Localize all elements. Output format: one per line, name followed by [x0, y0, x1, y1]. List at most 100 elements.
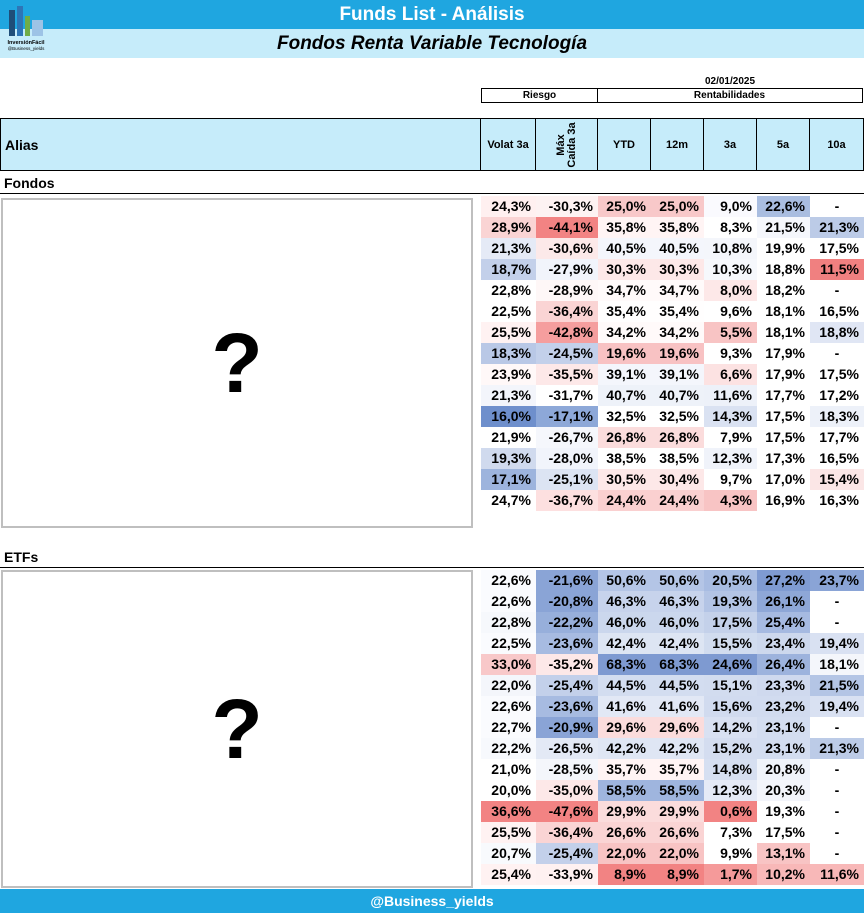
cell-5a: 18,2% [757, 280, 810, 301]
cell-caida: -35,0% [536, 780, 598, 801]
table-row: 22,5% -23,6% 42,4% 42,4% 15,5% 23,4% 19,4% [481, 633, 864, 654]
cell-volat: 16,0% [481, 406, 536, 427]
page-title: Funds List - Análisis [339, 4, 525, 25]
cell-ytd: 44,5% [598, 675, 651, 696]
cell-12m: 39,1% [651, 364, 704, 385]
cell-3a: 9,9% [704, 843, 757, 864]
table-row: 22,6% -20,8% 46,3% 46,3% 19,3% 26,1% - [481, 591, 864, 612]
cell-volat: 20,0% [481, 780, 536, 801]
report-date: 02/01/2025 [704, 76, 756, 87]
cell-12m: 40,7% [651, 385, 704, 406]
cell-volat: 21,9% [481, 427, 536, 448]
col-header-volat: Volat 3a [481, 118, 536, 171]
table-row: 20,0% -35,0% 58,5% 58,5% 12,3% 20,3% - [481, 780, 864, 801]
table-row: 16,0% -17,1% 32,5% 32,5% 14,3% 17,5% 18,3% [481, 406, 864, 427]
cell-caida: -28,5% [536, 759, 598, 780]
cell-ytd: 42,2% [598, 738, 651, 759]
footer-handle: @Business_yields [370, 893, 494, 909]
cell-3a: 20,5% [704, 570, 757, 591]
cell-ytd: 30,3% [598, 259, 651, 280]
cell-5a: 19,9% [757, 238, 810, 259]
col-header-ytd: YTD [598, 118, 651, 171]
etfs-alias-placeholder: ? [1, 570, 473, 888]
cell-12m: 46,3% [651, 591, 704, 612]
cell-ytd: 41,6% [598, 696, 651, 717]
cell-10a: - [810, 780, 864, 801]
cell-3a: 7,9% [704, 427, 757, 448]
cell-volat: 18,7% [481, 259, 536, 280]
cell-volat: 22,7% [481, 717, 536, 738]
cell-10a: - [810, 759, 864, 780]
cell-volat: 22,6% [481, 696, 536, 717]
cell-3a: 8,0% [704, 280, 757, 301]
cell-caida: -47,6% [536, 801, 598, 822]
cell-12m: 41,6% [651, 696, 704, 717]
cell-volat: 18,3% [481, 343, 536, 364]
cell-3a: 7,3% [704, 822, 757, 843]
cell-volat: 25,5% [481, 322, 536, 343]
cell-10a: - [810, 822, 864, 843]
cell-3a: 9,6% [704, 301, 757, 322]
cell-12m: 68,3% [651, 654, 704, 675]
header-band [0, 118, 864, 171]
table-row: 36,6% -47,6% 29,9% 29,9% 0,6% 19,3% - [481, 801, 864, 822]
cell-12m: 46,0% [651, 612, 704, 633]
cell-ytd: 38,5% [598, 448, 651, 469]
table-row: 25,5% -42,8% 34,2% 34,2% 5,5% 18,1% 18,8% [481, 322, 864, 343]
cell-volat: 22,8% [481, 280, 536, 301]
cell-ytd: 34,2% [598, 322, 651, 343]
cell-caida: -28,0% [536, 448, 598, 469]
section-fondos-divider [0, 193, 864, 194]
cell-caida: -36,4% [536, 822, 598, 843]
table-row: 24,7% -36,7% 24,4% 24,4% 4,3% 16,9% 16,3% [481, 490, 864, 511]
cell-10a: - [810, 280, 864, 301]
cell-3a: 19,3% [704, 591, 757, 612]
cell-caida: -36,4% [536, 301, 598, 322]
cell-3a: 8,3% [704, 217, 757, 238]
table-row: 22,8% -28,9% 34,7% 34,7% 8,0% 18,2% - [481, 280, 864, 301]
table-row: 18,3% -24,5% 19,6% 19,6% 9,3% 17,9% - [481, 343, 864, 364]
table-row: 22,8% -22,2% 46,0% 46,0% 17,5% 25,4% - [481, 612, 864, 633]
cell-caida: -31,7% [536, 385, 598, 406]
cell-10a: 17,5% [810, 238, 864, 259]
cell-3a: 0,6% [704, 801, 757, 822]
cell-caida: -35,2% [536, 654, 598, 675]
cell-3a: 10,8% [704, 238, 757, 259]
col-header-12m: 12m [651, 118, 704, 171]
cell-ytd: 19,6% [598, 343, 651, 364]
cell-12m: 24,4% [651, 490, 704, 511]
cell-10a: - [810, 591, 864, 612]
cell-12m: 32,5% [651, 406, 704, 427]
col-header-3a: 3a [704, 118, 757, 171]
cell-ytd: 34,7% [598, 280, 651, 301]
cell-3a: 15,2% [704, 738, 757, 759]
cell-5a: 26,4% [757, 654, 810, 675]
table-row: 22,5% -36,4% 35,4% 35,4% 9,6% 18,1% 16,5% [481, 301, 864, 322]
table-row: 25,4% -33,9% 8,9% 8,9% 1,7% 10,2% 11,6% [481, 864, 864, 885]
question-mark-icon: ? [211, 316, 263, 410]
cell-12m: 26,8% [651, 427, 704, 448]
cell-ytd: 24,4% [598, 490, 651, 511]
cell-12m: 40,5% [651, 238, 704, 259]
cell-3a: 17,5% [704, 612, 757, 633]
cell-10a: 11,5% [810, 259, 864, 280]
cell-caida: -30,3% [536, 196, 598, 217]
cell-3a: 15,5% [704, 633, 757, 654]
logo-bars-icon [9, 6, 43, 36]
fondos-alias-placeholder: ? [1, 198, 473, 528]
cell-10a: 18,8% [810, 322, 864, 343]
cell-3a: 14,8% [704, 759, 757, 780]
cell-caida: -26,7% [536, 427, 598, 448]
cell-5a: 17,9% [757, 343, 810, 364]
cell-ytd: 35,7% [598, 759, 651, 780]
cell-3a: 5,5% [704, 322, 757, 343]
cell-10a: - [810, 612, 864, 633]
cell-12m: 44,5% [651, 675, 704, 696]
cell-5a: 19,3% [757, 801, 810, 822]
table-row: 23,9% -35,5% 39,1% 39,1% 6,6% 17,9% 17,5% [481, 364, 864, 385]
cell-10a: 16,3% [810, 490, 864, 511]
table-row: 33,0% -35,2% 68,3% 68,3% 24,6% 26,4% 18,1% [481, 654, 864, 675]
cell-ytd: 29,9% [598, 801, 651, 822]
cell-5a: 17,3% [757, 448, 810, 469]
cell-10a: 16,5% [810, 448, 864, 469]
